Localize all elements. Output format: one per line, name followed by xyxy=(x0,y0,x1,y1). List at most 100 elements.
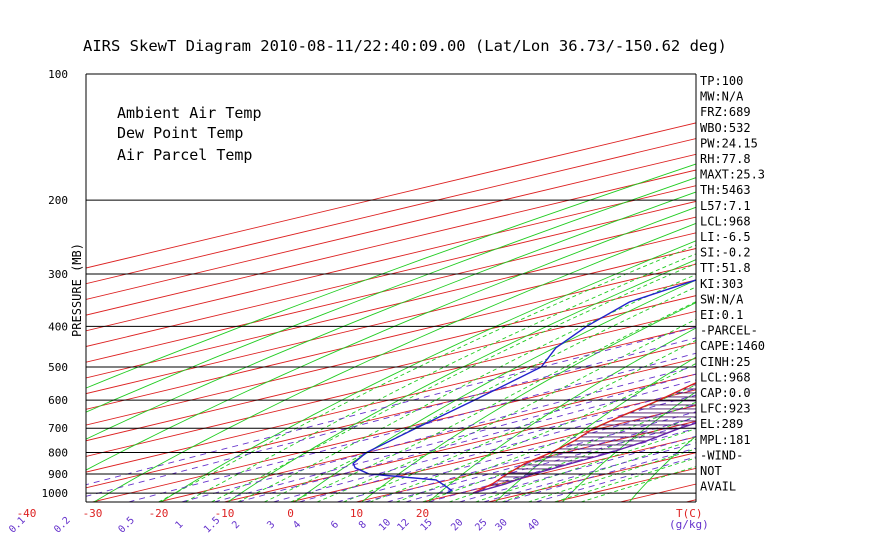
isotherm-line xyxy=(224,389,696,502)
index-entry: MPL:181 xyxy=(700,433,751,447)
mixing-ratio-line xyxy=(364,411,696,502)
mixing-ratio-tick-label: 1 xyxy=(174,519,186,531)
index-entry: NOT xyxy=(700,464,722,478)
mixing-ratio-tick-label: 20 xyxy=(449,517,465,533)
ambient-temp-line xyxy=(472,382,696,494)
x-bottom-tick-label: 10 xyxy=(350,507,363,520)
x-bottom-tick-label: -40 xyxy=(17,507,37,520)
y-tick-label: 100 xyxy=(48,68,68,81)
x-bottom-tick-label: -30 xyxy=(83,507,103,520)
x-bottom-tick-label: 20 xyxy=(416,507,429,520)
index-entry: L57:7.1 xyxy=(700,199,751,213)
y-tick-label: 500 xyxy=(48,361,68,374)
index-entry: TT:51.8 xyxy=(700,261,751,275)
index-entry: MAXT:25.3 xyxy=(700,168,765,182)
dry-adiabat-line xyxy=(160,240,696,502)
isotherm-line xyxy=(422,436,696,502)
profile-series xyxy=(352,279,696,494)
dry-adiabat-line xyxy=(495,356,696,502)
y-tick-label: 900 xyxy=(48,468,68,481)
dry-adiabat-line xyxy=(86,163,696,389)
parcel-temp-line xyxy=(472,422,696,494)
index-entry: CAPE:1460 xyxy=(700,339,765,353)
y-tick-label: 400 xyxy=(48,320,68,333)
mixing-ratio-line xyxy=(298,394,696,502)
index-entry: KI:303 xyxy=(700,277,743,291)
y-tick-label: 700 xyxy=(48,422,68,435)
legend-ambient-air-temp: Ambient Air Temp xyxy=(117,104,262,122)
index-entry: CAP:0.0 xyxy=(700,386,751,400)
mixing-ratio-line xyxy=(386,417,696,502)
isopleth-background xyxy=(86,74,870,502)
index-entry: PW:24.15 xyxy=(700,136,758,150)
x-bottom-tick-label: 0 xyxy=(287,507,294,520)
index-entry: RH:77.8 xyxy=(700,152,751,166)
moist-adiabat-line xyxy=(343,339,696,502)
dry-adiabat-line xyxy=(294,279,696,502)
moist-adiabat-line xyxy=(290,301,696,502)
mixing-ratio-tick-label: 10 xyxy=(377,517,393,533)
index-entry: LCL:968 xyxy=(700,370,751,384)
isotherm-line xyxy=(86,310,696,457)
mixing-ratio-line xyxy=(237,379,696,502)
isotherm-line xyxy=(86,232,696,379)
isotherm-line xyxy=(86,122,696,269)
mixing-ratio-tick-label: 6 xyxy=(329,519,341,531)
dry-adiabat-line xyxy=(86,191,696,440)
index-entry: TH:5463 xyxy=(700,183,751,197)
mixing-ratio-line xyxy=(128,352,696,502)
isotherm-line xyxy=(86,295,696,442)
chart-title: AIRS SkewT Diagram 2010-08-11/22:40:09.0… xyxy=(83,37,727,55)
y-tick-label: 300 xyxy=(48,268,68,281)
y-tick-label: 200 xyxy=(48,194,68,207)
index-entry: EI:0.1 xyxy=(700,308,743,322)
index-entry: LI:-6.5 xyxy=(700,230,751,244)
mixing-ratio-tick-label: 25 xyxy=(473,517,489,533)
y-tick-label: 1000 xyxy=(42,487,69,500)
mixing-ratio-line xyxy=(428,427,696,502)
mixing-ratio-tick-label: 40 xyxy=(526,517,542,533)
isotherm-line xyxy=(86,185,696,332)
mixing-ratio-line xyxy=(181,365,696,502)
mixing-ratio-tick-label: 4 xyxy=(291,519,303,531)
moist-adiabat-line xyxy=(501,438,696,502)
y-tick-label: 800 xyxy=(48,447,68,460)
x-bottom-tick-label: -20 xyxy=(149,507,169,520)
index-entry: -PARCEL- xyxy=(700,324,758,338)
moist-adiabat-line xyxy=(263,286,696,502)
mixing-ratio-tick-label: 12 xyxy=(395,517,411,533)
mixing-ratio-tick-label: 30 xyxy=(494,517,510,533)
isotherm-line xyxy=(86,200,696,347)
dry-adiabat-line xyxy=(830,74,870,502)
index-entry: SI:-0.2 xyxy=(700,246,751,260)
isotherm-line xyxy=(86,138,696,285)
moist-adiabat-line xyxy=(369,363,696,502)
legend-dew-point-temp: Dew Point Temp xyxy=(117,124,243,142)
isotherm-line xyxy=(86,326,696,473)
mixing-ratio-tick-label: 0.5 xyxy=(116,515,137,536)
y-tick-label: 600 xyxy=(48,394,68,407)
mixing-ratio-line xyxy=(86,337,696,497)
isotherm-line xyxy=(158,373,696,502)
isotherm-line xyxy=(86,169,696,316)
isotherm-line xyxy=(86,153,696,300)
moist-adiabat-line xyxy=(184,253,696,502)
mixing-ratio-tick-label: 0.2 xyxy=(52,515,73,536)
x-bottom-tick-label: -10 xyxy=(215,507,235,520)
isotherm-line xyxy=(86,216,696,363)
index-entry: WBO:532 xyxy=(700,121,751,135)
y-axis-label: PRESSURE (MB) xyxy=(70,243,84,337)
mixing-ratio-line xyxy=(336,404,696,502)
mixing-ratio-line xyxy=(272,388,696,502)
index-entry: LFC:923 xyxy=(700,402,751,416)
dry-adiabat-line xyxy=(629,435,696,502)
index-entry: AVAIL xyxy=(700,480,736,494)
isotherm-line xyxy=(86,263,696,410)
mixing-ratio-unit: (g/kg) xyxy=(669,518,709,531)
isotherm-line xyxy=(86,279,696,426)
index-entry: CINH:25 xyxy=(700,355,751,369)
moist-adiabat-line xyxy=(527,448,696,502)
index-entry: -WIND- xyxy=(700,448,743,462)
